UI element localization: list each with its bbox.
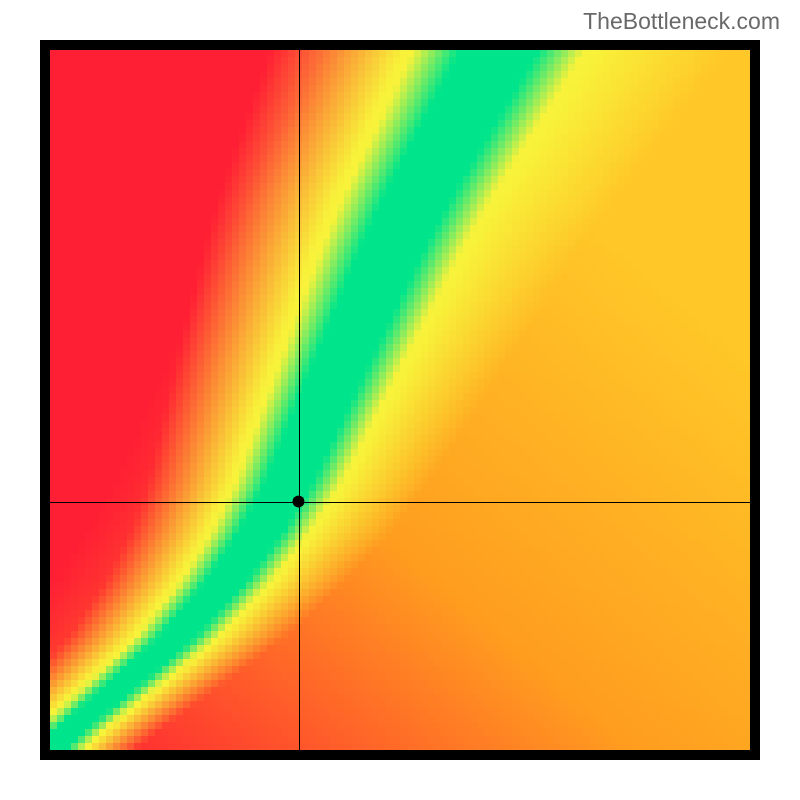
watermark-text: TheBottleneck.com [583, 8, 780, 35]
chart-container: TheBottleneck.com [0, 0, 800, 800]
chart-frame [40, 40, 760, 760]
heatmap-canvas [50, 50, 750, 750]
